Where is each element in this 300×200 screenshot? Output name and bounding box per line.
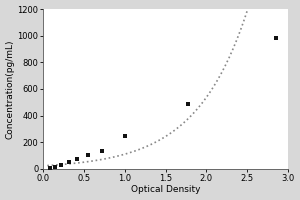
Point xyxy=(186,102,191,105)
Point xyxy=(47,167,52,170)
Point xyxy=(59,163,64,166)
Point xyxy=(75,158,80,161)
Point xyxy=(273,37,278,40)
Point xyxy=(53,165,58,168)
X-axis label: Optical Density: Optical Density xyxy=(131,185,200,194)
Point xyxy=(100,150,104,153)
Y-axis label: Concentration(pg/mL): Concentration(pg/mL) xyxy=(6,39,15,139)
Point xyxy=(67,161,72,164)
Point xyxy=(85,154,90,157)
Point xyxy=(122,134,127,137)
